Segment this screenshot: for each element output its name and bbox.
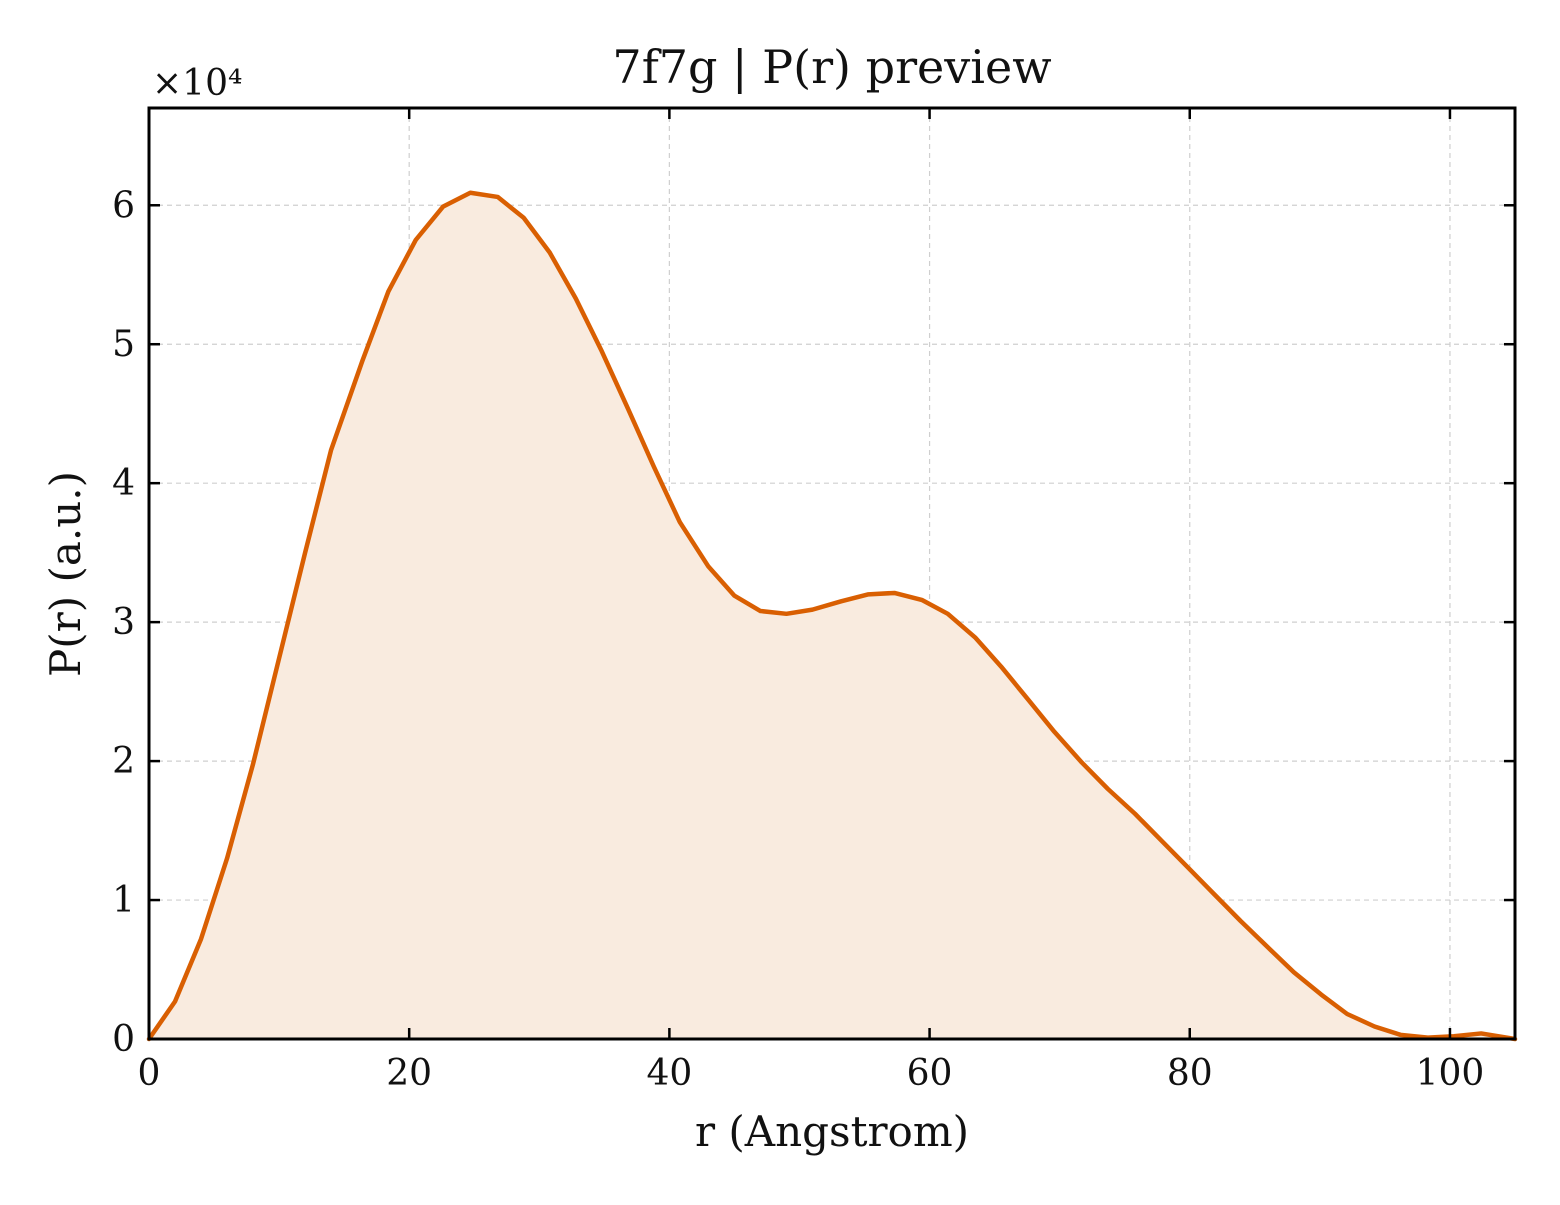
plot-frame	[147, 106, 1517, 1041]
x-tick-label: 100	[1416, 1053, 1485, 1094]
y-tick-label: 5	[112, 324, 135, 365]
x-tick-label: 20	[386, 1053, 432, 1094]
y-tick-label: 6	[112, 185, 135, 226]
series-line	[146, 190, 1518, 1042]
chart-title: 7f7g | P(r) preview	[612, 40, 1051, 94]
area-layer	[146, 190, 1518, 1042]
x-tick-label: 60	[907, 1053, 953, 1094]
x-axis-label: r (Angstrom)	[695, 1107, 969, 1156]
x-tick-label: 80	[1167, 1053, 1213, 1094]
y-axis-label: P(r) (a.u.)	[41, 471, 90, 677]
y-tick-label: 3	[112, 602, 135, 643]
ticks: 0 20 40 60 80 100 0 1 2 3 4 5 6	[112, 108, 1515, 1094]
x-tick-label: 0	[138, 1053, 161, 1094]
y-axis-offset-text: ×10⁴	[152, 63, 242, 104]
y-tick-label: 0	[112, 1019, 135, 1060]
x-tick-label: 40	[646, 1053, 692, 1094]
y-tick-label: 1	[112, 880, 135, 921]
y-tick-label: 4	[112, 463, 135, 504]
y-tick-label: 2	[112, 741, 135, 782]
area-fill	[149, 192, 1515, 1039]
